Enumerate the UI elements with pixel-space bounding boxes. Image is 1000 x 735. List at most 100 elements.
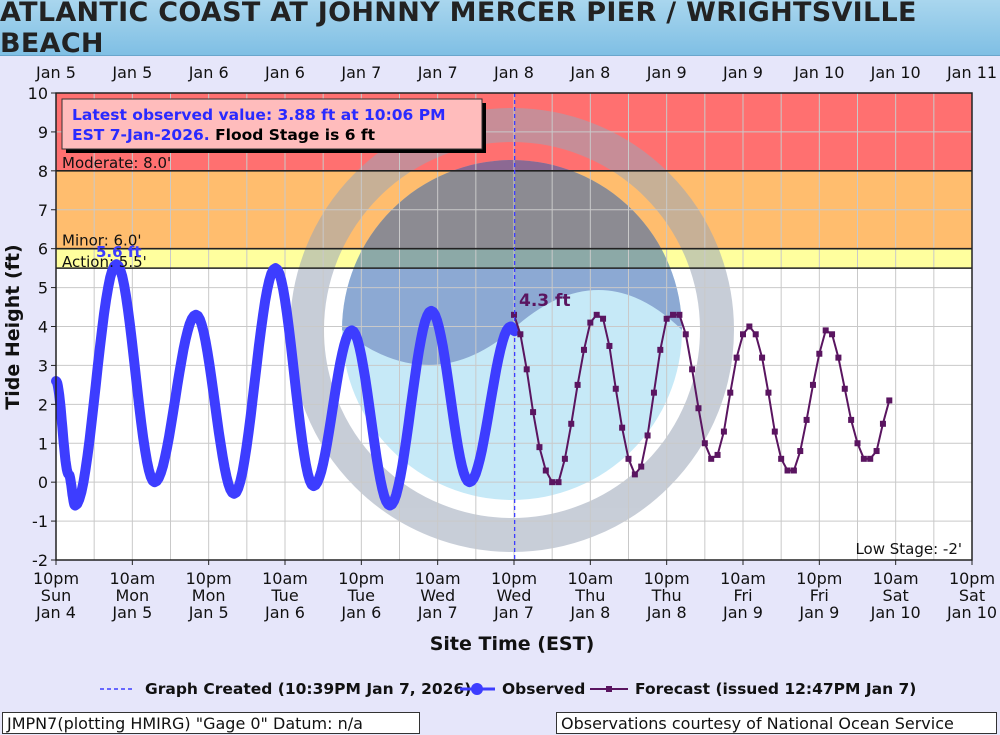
- top-tick-label: Jan 7: [417, 63, 458, 82]
- forecast-point: [561, 455, 568, 462]
- forecast-point: [644, 432, 651, 439]
- bottom-tick-label: Jan 5: [188, 603, 229, 622]
- bottom-tick-label: Wed: [420, 586, 455, 605]
- bottom-tick-label: Jan 10: [946, 603, 997, 622]
- y-tick-label: 5: [38, 279, 48, 298]
- chart-title: ATLANTIC COAST AT JOHNNY MERCER PIER / W…: [0, 0, 917, 59]
- forecast-point: [771, 428, 778, 435]
- top-tick-label: Jan 5: [35, 63, 76, 82]
- bottom-tick-label: 10am: [415, 569, 461, 588]
- bottom-tick-label: 10am: [262, 569, 308, 588]
- bottom-tick-label: Jan 8: [646, 603, 687, 622]
- bottom-tick-label: 10pm: [491, 569, 537, 588]
- forecast-point: [803, 416, 810, 423]
- forecast-point: [523, 366, 530, 373]
- latest-line2-flood: Flood Stage is 6 ft: [210, 126, 376, 144]
- forecast-point: [848, 416, 855, 423]
- forecast-point: [778, 455, 785, 462]
- forecast-point: [714, 451, 721, 458]
- observed-line: [51, 259, 520, 511]
- forecast-series: [511, 311, 893, 486]
- top-tick-label: Jan 9: [722, 63, 763, 82]
- y-tick-label: 6: [38, 240, 48, 259]
- legend-forecast-label: Forecast (issued 12:47PM Jan 7): [635, 680, 916, 698]
- top-tick-label: Jan 10: [793, 63, 844, 82]
- y-tick-label: 10: [28, 84, 48, 103]
- bottom-tick-label: 10pm: [949, 569, 995, 588]
- bottom-tick-label: Sat: [959, 586, 985, 605]
- forecast-point: [670, 311, 677, 318]
- forecast-point: [612, 385, 619, 392]
- forecast-point: [631, 471, 638, 478]
- observed-peak-label: 5.6 ft: [96, 243, 142, 261]
- bottom-tick-label: Fri: [733, 586, 752, 605]
- bottom-tick-label: Jan 9: [722, 603, 763, 622]
- legend-forecast-swatch: [606, 686, 612, 692]
- top-tick-label: Jan 6: [264, 63, 305, 82]
- forecast-point: [517, 331, 524, 338]
- y-tick-label: 9: [38, 123, 48, 142]
- y-tick-label: 3: [38, 356, 48, 375]
- forecast-point: [574, 381, 581, 388]
- footer-datum-text: JMPN7(plotting HMIRG) "Gage 0" Datum: n/…: [7, 713, 363, 733]
- forecast-point: [650, 389, 657, 396]
- bottom-tick-label: Mon: [115, 586, 149, 605]
- forecast-point: [701, 440, 708, 447]
- bottom-tick-label: Sun: [41, 586, 71, 605]
- latest-line2-date: EST 7-Jan-2026.: [72, 126, 210, 144]
- forecast-point: [835, 354, 842, 361]
- top-tick-label: Jan 10: [870, 63, 921, 82]
- forecast-point: [829, 331, 836, 338]
- forecast-point: [600, 315, 607, 322]
- chart-labels: -2 -1 0 1 2 3 4 5 6 7 8 9 10 Jan 5 Jan 5 Jan 6 Jan 6 Jan …: [2, 63, 997, 698]
- legend-created-label: Graph Created (10:39PM Jan 7, 2026): [145, 680, 471, 698]
- forecast-point: [549, 479, 556, 486]
- forecast-point: [809, 381, 816, 388]
- forecast-point: [606, 342, 613, 349]
- forecast-point: [816, 350, 823, 357]
- forecast-point: [638, 463, 645, 470]
- bottom-tick-label: Jan 6: [340, 603, 381, 622]
- bottom-tick-label: Wed: [497, 586, 532, 605]
- forecast-peak-label: 4.3 ft: [519, 291, 571, 311]
- minor-label: Minor: 6.0': [62, 232, 142, 250]
- latest-line1: Latest observed value: 3.88 ft at 10:06 …: [72, 106, 446, 124]
- forecast-point: [619, 424, 626, 431]
- bottom-tick-label: Thu: [574, 586, 605, 605]
- bottom-tick-label: Jan 7: [417, 603, 458, 622]
- forecast-point: [790, 467, 797, 474]
- y-axis-title: Tide Height (ft): [2, 244, 24, 409]
- forecast-point: [587, 319, 594, 326]
- forecast-point: [568, 420, 575, 427]
- latest-observed-box: [61, 98, 483, 150]
- top-tick-label: Jan 6: [188, 63, 229, 82]
- y-tick-label: -2: [32, 551, 48, 570]
- watermark-ring: [290, 108, 734, 552]
- bottom-tick-label: Thu: [651, 586, 682, 605]
- forecast-point: [879, 420, 886, 427]
- bottom-tick-label: Tue: [347, 586, 375, 605]
- forecast-point: [708, 455, 715, 462]
- forecast-point: [727, 389, 734, 396]
- bottom-tick-label: 10pm: [186, 569, 232, 588]
- forecast-point: [867, 455, 874, 462]
- top-tick-label: Jan 8: [493, 63, 534, 82]
- footer-credit: Observations courtesy of National Ocean …: [556, 712, 997, 734]
- forecast-point: [580, 346, 587, 353]
- forecast-point: [555, 479, 562, 486]
- bottom-tick-label: Jan 5: [111, 603, 152, 622]
- y-tick-label: 2: [38, 395, 48, 414]
- forecast-point: [676, 311, 683, 318]
- forecast-point: [822, 327, 829, 334]
- bottom-tick-label: Jan 9: [798, 603, 839, 622]
- forecast-point: [886, 397, 893, 404]
- top-tick-label: Jan 7: [340, 63, 381, 82]
- forecast-point: [784, 467, 791, 474]
- bottom-tick-label: 10pm: [33, 569, 79, 588]
- latest-line2: EST 7-Jan-2026. Flood Stage is 6 ft: [72, 126, 376, 144]
- bottom-tick-label: 10am: [873, 569, 919, 588]
- forecast-point: [873, 448, 880, 455]
- forecast-point: [841, 385, 848, 392]
- forecast-point: [860, 455, 867, 462]
